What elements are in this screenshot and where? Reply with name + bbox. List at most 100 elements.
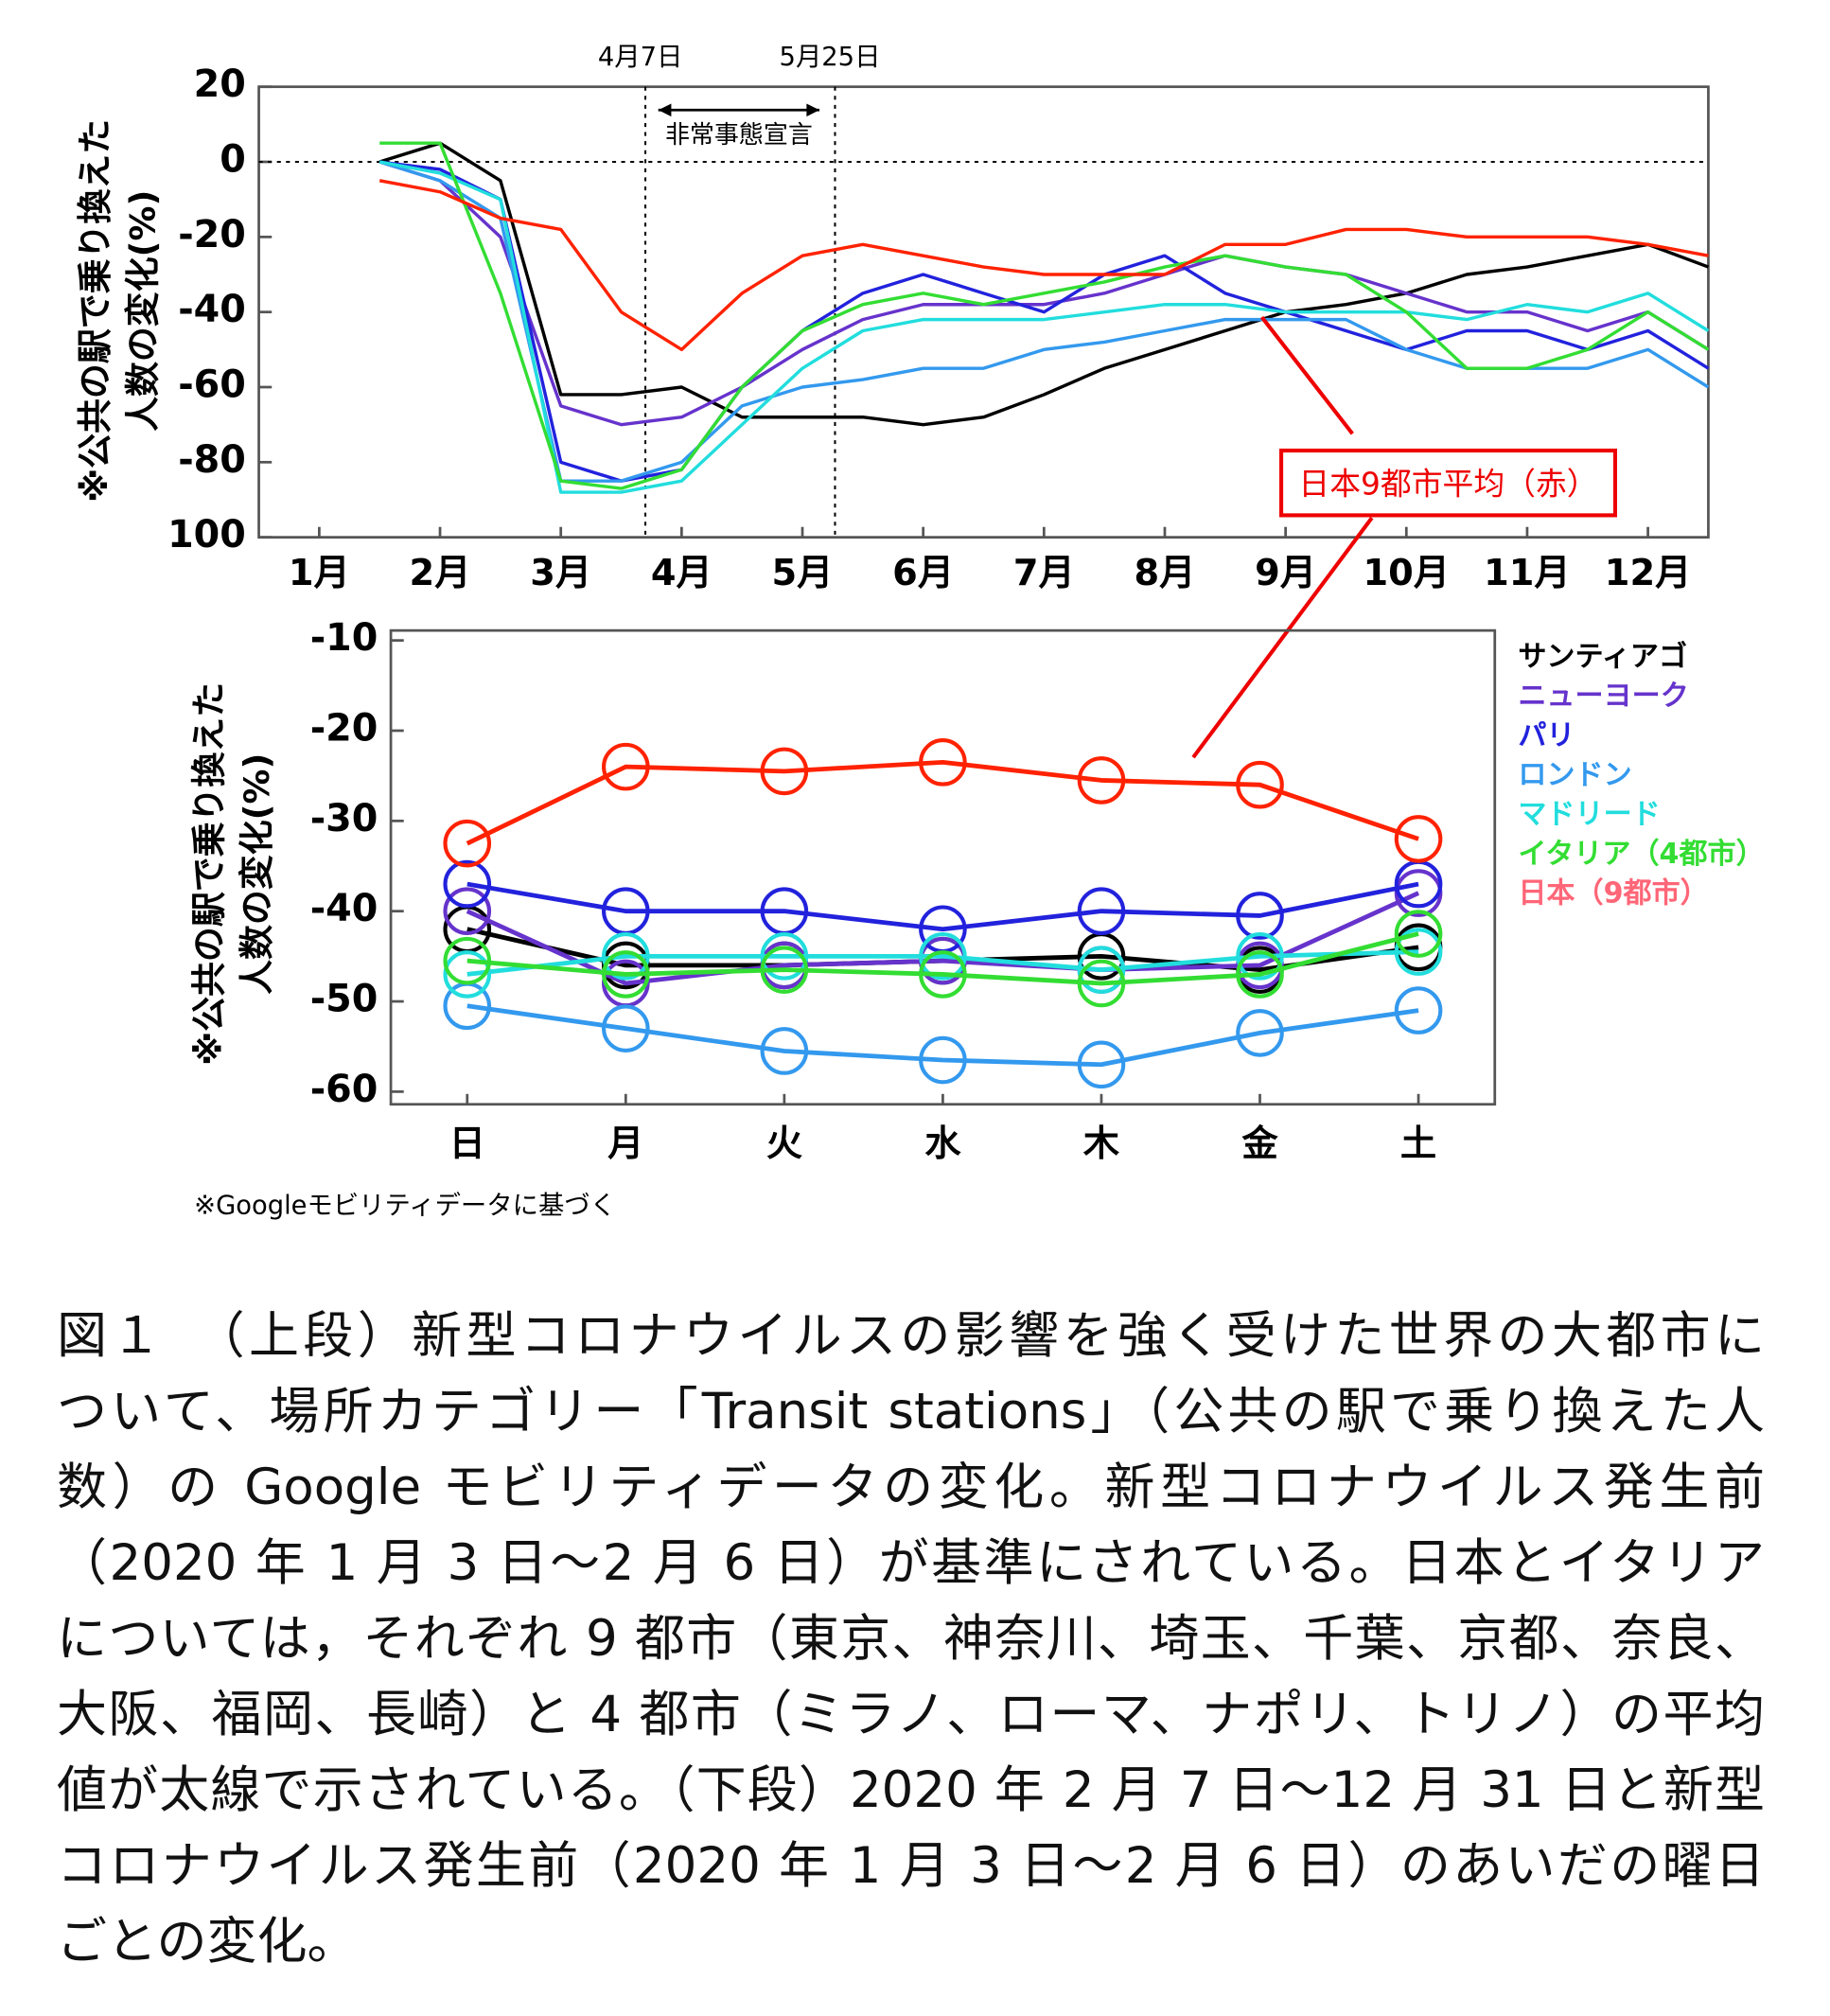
caption-line: ごとの変化。 — [57, 1913, 358, 1971]
marker — [760, 946, 809, 994]
x-tick-label: 木 — [1083, 1123, 1120, 1165]
marker — [443, 950, 492, 999]
y-tick-label: -20 — [310, 706, 378, 750]
marker — [1394, 815, 1443, 863]
series-line — [466, 931, 1419, 986]
marker — [1077, 959, 1126, 1008]
marker — [760, 1027, 809, 1075]
legend-entry: マドリード — [1518, 798, 1660, 831]
event-label: 4月7日 — [598, 43, 682, 72]
y-tick-label: -40 — [310, 887, 378, 930]
x-tick-label: 10月 — [1364, 552, 1451, 594]
marker — [1077, 887, 1126, 935]
x-tick-label: 2月 — [410, 552, 471, 594]
event-label: 5月25日 — [780, 43, 881, 72]
marker — [760, 747, 809, 796]
x-tick-label: 4月 — [651, 552, 713, 594]
callout-pointer — [1259, 315, 1354, 435]
x-tick-label: 火 — [766, 1123, 803, 1165]
marker — [1077, 946, 1126, 994]
legend-entry: 日本（9都市） — [1518, 877, 1708, 911]
x-tick-label: 土 — [1400, 1123, 1436, 1165]
y-tick-label: -60 — [310, 1068, 378, 1111]
x-tick-label: 7月 — [1013, 552, 1075, 594]
marker — [1394, 986, 1443, 1035]
y-tick-label: -10 — [310, 616, 378, 660]
x-tick-label: 1月 — [289, 552, 350, 594]
marker — [1236, 932, 1284, 981]
plot-frame — [257, 85, 1710, 539]
marker — [919, 1035, 967, 1085]
x-tick-label: 9月 — [1255, 552, 1316, 594]
caption-line: （2020 年 1 月 3 日～2 月 6 日）が基準にされている。日本とイタリ… — [57, 1534, 1765, 1592]
marker — [443, 887, 492, 935]
callout-text: 日本9都市平均（赤） — [1298, 466, 1597, 502]
x-tick-label: 8月 — [1135, 552, 1196, 594]
x-tick-label: 3月 — [530, 552, 591, 594]
y-tick-label: -40 — [178, 288, 246, 331]
caption-line: 大阪、福岡、長崎）と 4 都市（ミラノ、ローマ、ナポリ、トリノ）の平均 — [57, 1686, 1765, 1743]
caption-line: 値が太線で示されている。（下段）2020 年 2 月 7 日～12 月 31 日… — [57, 1761, 1765, 1819]
caption-line: については，それぞれ 9 都市（東京、神奈川、埼玉、千葉、京都、奈良、 — [57, 1610, 1765, 1668]
marker — [602, 932, 650, 981]
series-line — [378, 160, 1710, 427]
series-line — [379, 141, 1710, 490]
marker — [919, 932, 967, 981]
legend-entry: サンティアゴ — [1518, 640, 1687, 673]
x-tick-label: 5月 — [772, 552, 834, 594]
x-tick-label: 月 — [607, 1123, 643, 1165]
legend-entry: パリ — [1518, 719, 1575, 752]
y-axis-label: 人数の変化(%) — [237, 753, 277, 995]
legend-entry: ロンドン — [1518, 759, 1631, 792]
y-tick-label: 20 — [194, 62, 246, 106]
caption-line: コロナウイルス発生前（2020 年 1 月 3 日～2 月 6 日）のあいだの曜… — [57, 1837, 1765, 1895]
y-tick-label: -30 — [310, 797, 378, 840]
y-axis-label: ※公共の駅で乗り換えた — [188, 682, 229, 1066]
plot-frame — [389, 628, 1497, 1106]
y-tick-label: -80 — [178, 438, 246, 482]
marker — [1394, 928, 1443, 976]
y-tick-label: -50 — [310, 978, 378, 1021]
marker — [1236, 950, 1284, 999]
series-line — [466, 949, 1419, 977]
y-tick-label: 0 — [220, 138, 246, 182]
footnote: ※Googleモビリティデータに基づく — [194, 1191, 616, 1220]
marker — [602, 1004, 650, 1052]
marker — [1394, 910, 1443, 958]
callout-pointer — [1191, 516, 1374, 759]
marker — [602, 742, 650, 791]
y-axis-label: 人数の変化(%) — [123, 190, 164, 432]
series-line — [378, 141, 1710, 427]
marker — [1077, 756, 1126, 805]
figure: ※Googleモビリティデータに基づく 20 0 -20 -40 -60 -80 100 1月… — [75, 43, 1765, 1220]
caption-line: 数）の Google モビリティデータの変化。新型コロナウイルス発生前 — [57, 1459, 1765, 1516]
x-tick-label: 金 — [1241, 1123, 1278, 1165]
callout-box — [1279, 448, 1618, 518]
caption-line: 図１ （上段）新型コロナウイルスの影響を強く受けた世界の大都市に — [57, 1307, 1765, 1365]
series-line — [466, 759, 1419, 846]
marker — [443, 819, 492, 868]
marker — [1077, 1040, 1126, 1089]
x-tick-label: 日 — [449, 1123, 485, 1165]
x-tick-label: 6月 — [892, 552, 954, 594]
x-tick-label: 12月 — [1605, 552, 1692, 594]
y-tick-label: -20 — [178, 213, 246, 256]
series-line — [466, 1003, 1419, 1068]
marker — [919, 950, 967, 999]
series-line — [378, 179, 1709, 352]
marker — [1236, 892, 1284, 940]
marker — [1236, 1009, 1284, 1057]
marker — [443, 936, 492, 985]
caption: 図１ （上段）新型コロナウイルスの影響を強く受けた世界の大都市に ついて、場所カテ… — [57, 1299, 1765, 1980]
marker — [602, 950, 650, 999]
marker — [1236, 760, 1284, 809]
marker — [760, 932, 809, 981]
series-line — [378, 160, 1710, 483]
series-line — [466, 891, 1420, 986]
legend-entry: イタリア（4都市） — [1518, 838, 1764, 871]
marker — [443, 859, 492, 909]
caption-line: ついて、場所カテゴリー「Transit stations」（公共の駅で乗り換えた… — [57, 1383, 1765, 1441]
series-line — [466, 881, 1419, 932]
y-axis-label: ※公共の駅で乗り換えた — [75, 119, 115, 503]
